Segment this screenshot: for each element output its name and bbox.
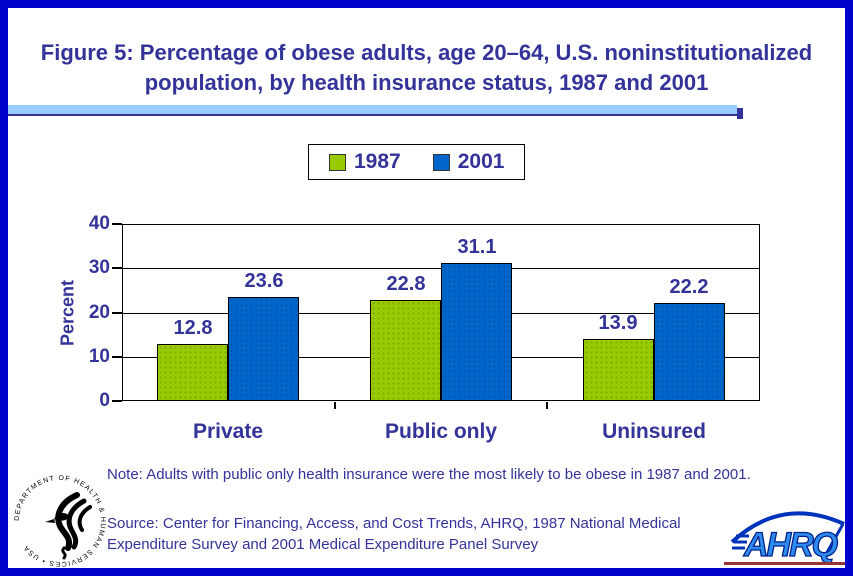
title-divider-bar [8,105,743,119]
value-label-2001-uninsured: 22.2 [669,276,709,298]
hhs-logo: DEPARTMENT OF HEALTH & HUMAN SERVICES • … [14,475,105,567]
category-label-private: Private [192,420,264,443]
legend-item-1987: 1987 [329,150,401,174]
value-label-2001-public-only: 31.1 [457,236,497,258]
ahrq-swoosh-icon [730,511,845,544]
ahrq-logo-text: AHRQ [743,526,838,562]
value-label-1987-public-only: 22.8 [386,273,426,295]
chart-legend: 1987 2001 [308,144,526,180]
bar-2001-public-only [441,263,512,401]
x-axis-tick-2 [546,402,548,409]
y-axis-tick-40 [112,223,122,225]
ahrq-logo-underline [724,562,845,565]
y-axis-tick-20 [112,312,122,314]
value-label-1987-uninsured: 13.9 [598,312,638,334]
ahrq-logo: AHRQ [730,496,845,567]
value-label-2001-private: 23.6 [244,270,284,292]
figure-title-line2: population, by health insurance status, … [144,70,709,95]
ahrq-speed-lines [732,534,749,550]
bar-1987-uninsured [583,339,654,401]
hhs-eagle-beak [45,519,55,523]
bar-2001-private [228,297,299,401]
legend-label-2001: 2001 [457,150,505,173]
bar-1987-private [157,344,228,401]
y-axis-tick-label-0: 0 [99,390,110,411]
y-axis-tick-0 [112,400,122,402]
title-divider-shadow-cap [737,108,743,119]
bar-2001-uninsured [654,303,725,401]
y-axis-tick-label-20: 20 [88,302,110,323]
note-text: Note: Adults with public only health ins… [107,466,751,483]
figure-title-line1: Figure 5: Percentage of obese adults, ag… [40,40,813,65]
x-axis-tick-1 [334,402,336,409]
y-axis-tick-label-40: 40 [88,213,110,234]
bar-chart: 0 10 20 30 40 Percent Private 12.8 23.6 Public on… [8,8,845,568]
value-label-1987-private: 12.8 [173,317,213,339]
hhs-eagle-icon [55,492,92,560]
y-axis-title: Percent [57,279,78,346]
y-axis-tick-30 [112,267,122,269]
legend-item-2001: 2001 [432,150,505,174]
bar-1987-public-only [370,300,441,401]
legend-swatch-2001 [432,153,450,171]
hhs-eagle-head [54,513,70,521]
legend-label-1987: 1987 [354,150,401,173]
figure-title: Figure 5: Percentage of obese adults, ag… [8,38,845,98]
source-text: Source: Center for Financing, Access, an… [107,515,681,553]
category-label-uninsured: Uninsured [602,420,706,443]
ahrq-swoosh-tail [823,523,845,557]
category-label-public-only: Public only [384,420,497,443]
legend-swatch-1987 [329,153,346,171]
y-axis-tick-10 [112,356,122,358]
y-axis-tick-label-10: 10 [88,346,110,367]
y-axis-tick-label-30: 30 [88,257,110,278]
